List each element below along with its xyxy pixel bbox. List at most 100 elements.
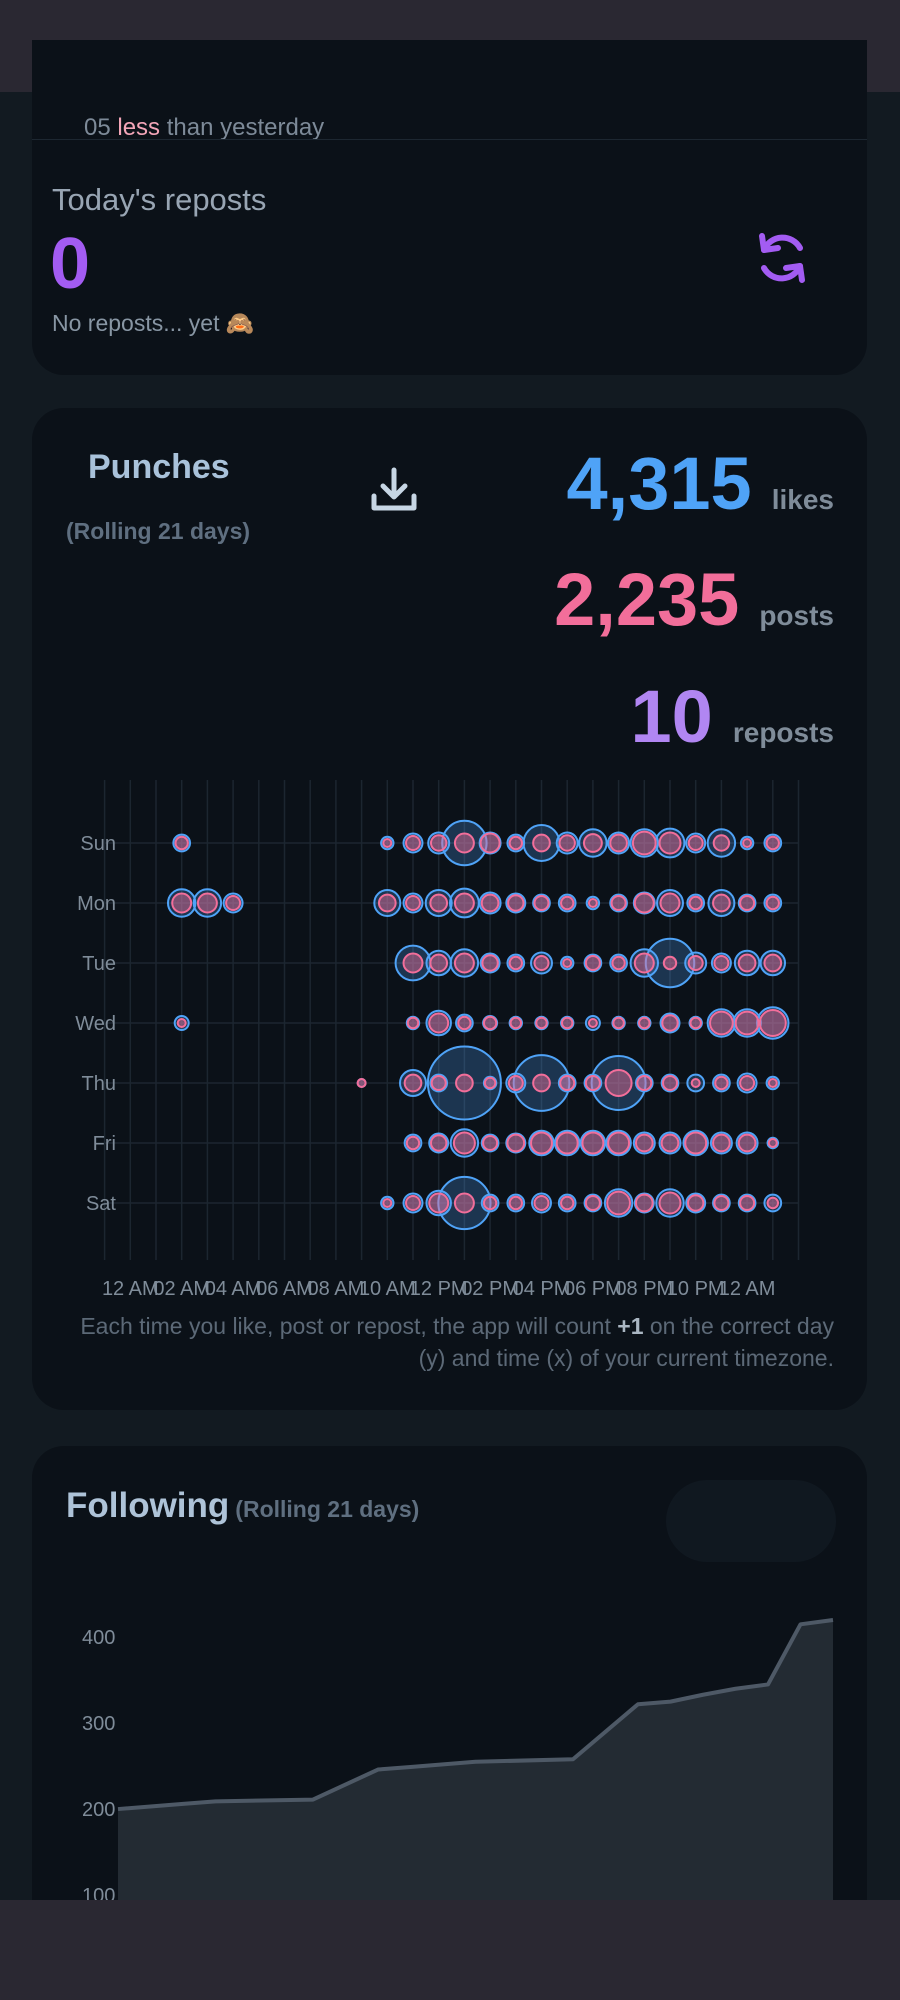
likes-bubble [428, 1132, 450, 1154]
likes-stat: 4,315 likes [567, 444, 834, 524]
posts-bubble [176, 1018, 187, 1028]
posts-bubble [171, 892, 193, 914]
x-tick-label: 02 AM [153, 1278, 210, 1300]
posts-bubble [739, 1075, 756, 1091]
posts-bubble [584, 1075, 601, 1091]
posts-bubble [584, 1195, 601, 1211]
posts-bubble [661, 1014, 679, 1032]
posts-bubble [660, 1133, 680, 1153]
x-tick-label: 10 PM [667, 1278, 725, 1300]
likes-bubble [528, 1129, 555, 1157]
posts-bubble [687, 955, 704, 971]
posts-bubble [684, 1131, 708, 1155]
posts-stat: 2,235 posts [554, 560, 834, 640]
likes-bubble [712, 1193, 731, 1213]
likes-count: 4,315 [566, 442, 752, 525]
likes-label: likes [771, 484, 834, 515]
posts-bubble [452, 1131, 476, 1155]
y-tick-label: Thu [82, 1073, 116, 1095]
posts-bubble [560, 895, 575, 911]
posts-bubble [482, 1195, 498, 1211]
posts-bubble [453, 1192, 475, 1214]
likes-bubble [737, 893, 757, 913]
posts-bubble [713, 1195, 730, 1211]
posts-bubble [688, 895, 703, 911]
posts-bubble [429, 834, 448, 852]
likes-bubble [532, 893, 551, 913]
posts-bubble [479, 832, 501, 854]
posts-bubble [405, 835, 421, 851]
likes-bubble [609, 893, 628, 913]
following-title: Following (Rolling 21 days) [66, 1486, 420, 1525]
following-line [117, 1618, 834, 1812]
likes-bubble [659, 1012, 681, 1034]
likes-bubble [605, 1129, 632, 1157]
likes-bubble [629, 828, 660, 858]
likes-bubble [512, 1054, 571, 1112]
posts-bubble [633, 892, 655, 914]
posts-bubble [428, 1192, 450, 1214]
download-icon[interactable] [368, 464, 420, 516]
following-range-toggle[interactable] [666, 1480, 836, 1562]
x-tick-label: 12 AM [719, 1278, 776, 1300]
likes-bubble [583, 953, 603, 973]
likes-bubble [553, 1129, 581, 1157]
posts-bubble [581, 1131, 605, 1155]
y-tick-label: Tue [82, 953, 116, 975]
posts-bubble [604, 1069, 633, 1097]
posts-bubble [532, 833, 551, 853]
posts-bubble [429, 1134, 448, 1152]
posts-bubble [662, 955, 678, 971]
x-tick-label: 04 PM [513, 1278, 571, 1300]
posts-bubble [634, 1133, 654, 1153]
y-tick-label: Mon [77, 893, 116, 915]
posts-bubble [609, 833, 628, 853]
x-tick-label: 12 PM [410, 1278, 468, 1300]
posts-count: 2,235 [554, 558, 740, 641]
x-tick-label: 06 AM [256, 1278, 313, 1300]
posts-bubble [712, 834, 731, 852]
posts-bubble [507, 894, 525, 912]
posts-bubble [584, 955, 601, 971]
posts-bubble [739, 895, 756, 911]
posts-delta-text: 05 less than yesterday [84, 114, 325, 141]
posts-bubble [765, 835, 780, 851]
reposts-label: reposts [732, 717, 834, 748]
posts-bubble [428, 1012, 450, 1034]
posts-bubble [532, 1073, 551, 1093]
posts-bubble [638, 1016, 651, 1030]
x-tick-label: 08 AM [308, 1278, 365, 1300]
likes-bubble [603, 1188, 634, 1218]
likes-bubble [686, 1073, 706, 1093]
posts-bubble [535, 1016, 548, 1030]
posts-bubble [712, 893, 731, 913]
likes-bubble [505, 1132, 527, 1154]
posts-bubble [555, 1131, 579, 1155]
posts-bubble [610, 895, 627, 911]
y-tick-label: 100 [82, 1885, 115, 1900]
x-tick-label: 08 PM [615, 1278, 673, 1300]
posts-bubble [607, 1131, 631, 1155]
reposts-count: 0 [50, 224, 91, 304]
posts-bubble [482, 1015, 498, 1031]
posts-bubble [606, 1190, 631, 1216]
posts-bubble [636, 1075, 653, 1091]
posts-bubble [742, 838, 753, 848]
posts-bubble [739, 1195, 756, 1211]
posts-bubble [709, 1010, 734, 1036]
y-tick-label: Sat [86, 1193, 116, 1215]
posts-bubble [737, 953, 757, 973]
posts-bubble [453, 832, 475, 854]
posts-bubble [662, 1075, 678, 1091]
posts-bubble [382, 838, 393, 848]
posts-bubble [174, 835, 189, 851]
likes-bubble [633, 1192, 655, 1214]
posts-bubble [508, 1195, 523, 1211]
likes-bubble [557, 1073, 577, 1093]
posts-bubble [712, 1133, 731, 1153]
posts-bubble [509, 1016, 523, 1030]
posts-bubble [560, 1195, 575, 1211]
posts-bubble [482, 1135, 499, 1151]
posts-bubble [714, 1075, 729, 1091]
